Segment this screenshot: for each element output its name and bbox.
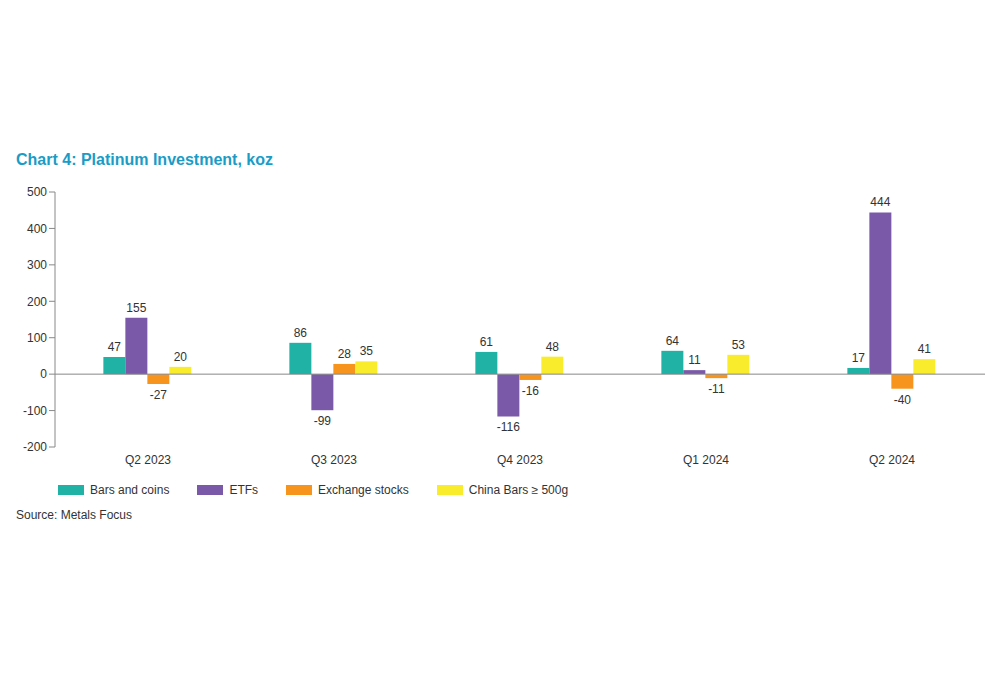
svg-text:28: 28 bbox=[338, 347, 352, 361]
html-text:Chart 4: Platinum Investment,: Chart 4: Platinum Investment, koz bbox=[16, 151, 273, 168]
svg-text:200: 200 bbox=[27, 295, 47, 309]
svg-text:86: 86 bbox=[294, 326, 308, 340]
svg-text:20: 20 bbox=[174, 350, 188, 364]
svg-text:47: 47 bbox=[108, 340, 122, 354]
svg-text:0: 0 bbox=[40, 367, 47, 381]
html-text:Exchange stocks: Exchange stocks bbox=[318, 483, 409, 497]
svg-text:41: 41 bbox=[918, 342, 932, 356]
svg-text:53: 53 bbox=[732, 338, 746, 352]
svg-text:500: 500 bbox=[27, 185, 47, 199]
html-text:China Bars ≥ 500g: China Bars ≥ 500g bbox=[468, 483, 569, 497]
svg-text:100: 100 bbox=[27, 331, 47, 345]
svg-text:64: 64 bbox=[666, 334, 680, 348]
svg-text:Q3 2023: Q3 2023 bbox=[311, 453, 357, 467]
svg-text:17: 17 bbox=[852, 351, 866, 365]
html-text:Source: Metals Focus: Source: Metals Focus bbox=[16, 508, 132, 522]
html-text:ETFs: ETFs bbox=[229, 483, 259, 497]
svg-text:-16: -16 bbox=[522, 384, 540, 398]
svg-text:444: 444 bbox=[870, 195, 890, 209]
svg-text:35: 35 bbox=[360, 344, 374, 358]
svg-text:-99: -99 bbox=[314, 414, 332, 428]
svg-text:48: 48 bbox=[546, 340, 560, 354]
svg-text:61: 61 bbox=[480, 335, 494, 349]
svg-text:-27: -27 bbox=[150, 388, 168, 402]
svg-text:Q2 2024: Q2 2024 bbox=[869, 453, 915, 467]
svg-text:-100: -100 bbox=[23, 404, 47, 418]
svg-text:Q2 2023: Q2 2023 bbox=[125, 453, 171, 467]
svg-text:11: 11 bbox=[688, 353, 701, 367]
svg-text:Q4 2023: Q4 2023 bbox=[497, 453, 543, 467]
svg-text:300: 300 bbox=[27, 258, 47, 272]
html-text:Bars and coins: Bars and coins bbox=[90, 483, 170, 497]
svg-text:155: 155 bbox=[126, 301, 146, 315]
svg-text:-200: -200 bbox=[23, 440, 47, 454]
svg-text:-11: -11 bbox=[708, 382, 725, 396]
svg-text:-116: -116 bbox=[497, 420, 520, 434]
svg-text:Q1 2024: Q1 2024 bbox=[683, 453, 729, 467]
svg-text:-40: -40 bbox=[894, 393, 912, 407]
svg-text:400: 400 bbox=[27, 222, 47, 236]
